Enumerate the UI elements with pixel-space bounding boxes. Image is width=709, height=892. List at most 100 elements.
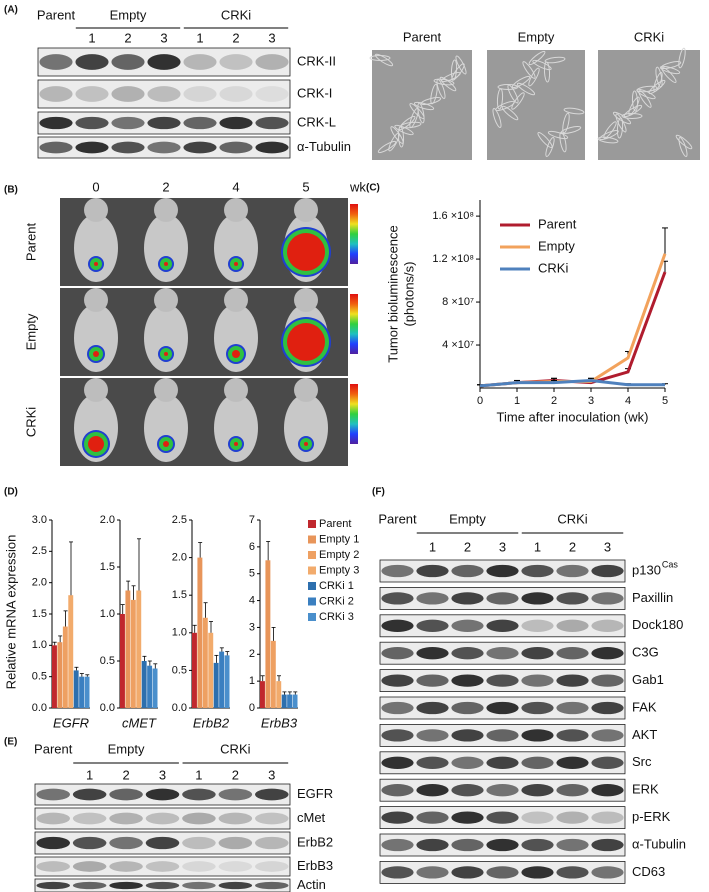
bar	[73, 670, 79, 708]
cell	[397, 126, 405, 148]
micrograph	[487, 50, 585, 160]
cell	[563, 107, 585, 115]
blot-band	[219, 86, 253, 102]
group-label: Empty	[110, 7, 147, 22]
cell	[612, 111, 632, 125]
y-axis-label: Tumor bioluminescence	[385, 225, 400, 363]
blot-band	[255, 861, 289, 872]
cell	[660, 60, 682, 70]
x-tick-label: 0	[477, 395, 483, 407]
cell	[420, 96, 442, 106]
category-label: ErbB2	[193, 715, 230, 730]
blot-band	[451, 811, 484, 824]
blot-band	[486, 756, 519, 769]
legend-label: Parent	[538, 216, 577, 231]
blot-band	[39, 86, 73, 102]
bar	[208, 632, 214, 708]
y-tick-label: 1.2 ×10⁸	[432, 253, 474, 265]
blot-band	[451, 674, 484, 687]
mouse-body	[144, 394, 188, 462]
x-tick-label: 1	[514, 395, 520, 407]
band-label: AKT	[632, 727, 657, 742]
lane-label: 1	[88, 30, 95, 45]
legend-label: Empty 2	[319, 549, 359, 561]
blot-band	[486, 701, 519, 715]
blot-band	[36, 812, 70, 825]
y-axis-label: Relative mRNA expression	[3, 535, 18, 690]
y-tick-label: 2.0	[100, 514, 115, 526]
blot-band	[39, 141, 73, 154]
lane-label: 3	[160, 30, 167, 45]
blot-band	[255, 836, 289, 850]
y-tick-label: 0.0	[32, 702, 47, 714]
blot-band	[521, 866, 554, 879]
panel-label: (B)	[4, 185, 18, 196]
x-axis-label: Time after inoculation (wk)	[497, 409, 649, 424]
blot-band	[111, 116, 145, 130]
blot-band	[109, 881, 143, 890]
blot-strip	[34, 856, 291, 877]
y-tick-label: 2.5	[172, 514, 187, 526]
cell	[528, 50, 546, 66]
panel-label: (A)	[4, 5, 18, 16]
legend-label: CRKi 3	[319, 611, 354, 623]
lane-label: 1	[534, 539, 541, 554]
blot-band	[556, 592, 589, 605]
band-label: α-Tubulin	[632, 836, 686, 851]
legend-swatch	[308, 566, 316, 575]
bar	[287, 694, 293, 708]
band-label: EGFR	[297, 786, 333, 801]
cell	[374, 53, 394, 67]
signal	[234, 442, 238, 446]
y-tick-label: 0.5	[32, 671, 47, 683]
image-label: CRKi	[634, 29, 664, 44]
blot-band	[182, 812, 216, 825]
blot-band	[72, 836, 107, 850]
blot-band	[75, 141, 109, 154]
bar	[125, 590, 131, 708]
blot-band	[381, 647, 414, 660]
lane-label: 2	[122, 767, 129, 782]
blot-band	[451, 838, 484, 852]
blot-band	[255, 141, 289, 154]
blot-band	[556, 729, 589, 742]
bar	[136, 590, 142, 708]
signal	[287, 233, 325, 271]
blot-band	[521, 647, 554, 660]
group-label: Parent	[34, 741, 73, 756]
cell	[413, 101, 435, 111]
y-tick-label: 7	[249, 514, 255, 526]
blot-band	[556, 619, 589, 632]
week-label: 2	[162, 179, 169, 194]
blot-band	[486, 811, 519, 824]
mouse-head	[224, 198, 248, 222]
week-unit: wk	[349, 179, 366, 194]
y-tick-label: 1	[249, 675, 255, 687]
y-tick-label: 3	[249, 621, 255, 633]
blot-band	[486, 784, 519, 797]
blot-band	[255, 881, 289, 890]
legend-label: Parent	[319, 518, 351, 530]
blot-band	[591, 564, 624, 578]
blot-band	[486, 674, 519, 687]
x-tick-label: 2	[551, 395, 557, 407]
cell	[492, 108, 502, 128]
blot-band	[451, 619, 484, 632]
blot-band	[381, 756, 414, 769]
blot-band	[556, 756, 589, 769]
blot-band	[416, 866, 449, 879]
cell	[507, 84, 519, 104]
band-label: Actin	[297, 877, 326, 892]
cell	[528, 67, 540, 87]
mouse-head	[294, 378, 318, 402]
y-tick-label: 4	[249, 594, 255, 606]
cell	[678, 47, 686, 69]
blot-band	[486, 866, 519, 879]
blot-band	[521, 756, 554, 769]
cell	[451, 63, 465, 81]
x-tick-label: 4	[625, 395, 631, 407]
mouse-head	[154, 288, 178, 312]
blot-band	[39, 116, 73, 130]
mouse-body	[214, 214, 258, 282]
band-label: ErbB3	[297, 858, 333, 873]
